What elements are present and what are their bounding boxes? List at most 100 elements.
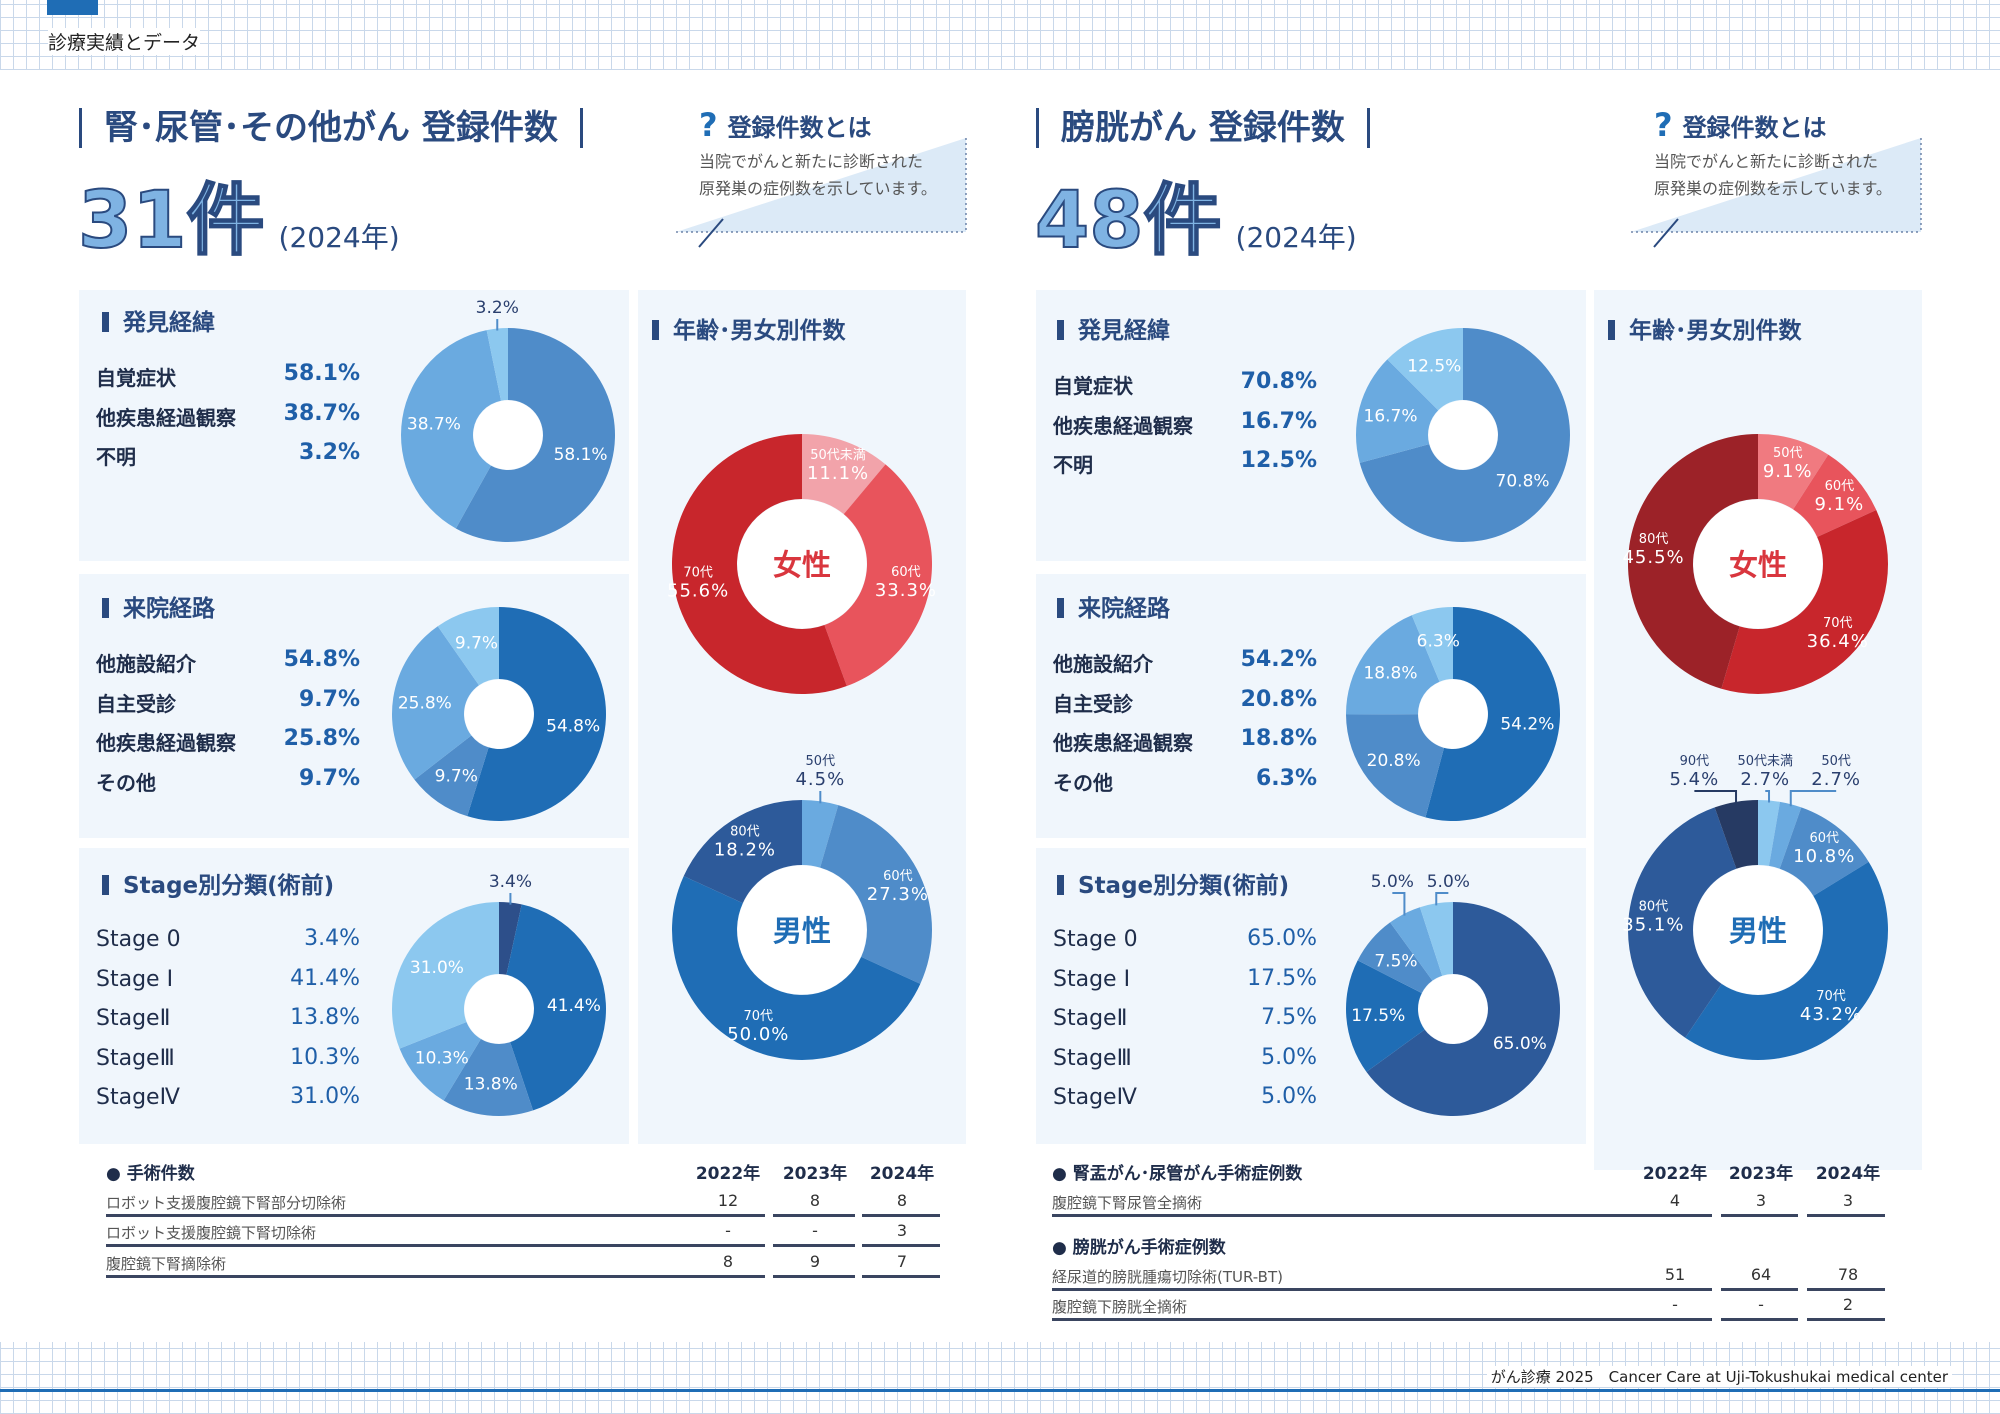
table-cell: 51 — [1664, 1265, 1686, 1284]
registration-count-line: 48件 (2024年) — [1034, 158, 1357, 270]
section-label: 診療実績とデータ — [48, 28, 201, 55]
legend-value: 17.5% — [1247, 965, 1317, 991]
legend-label: StageⅢ — [1053, 1045, 1132, 1071]
row-underline — [1052, 1318, 1712, 1321]
slice-category-label: 80代 — [1639, 900, 1669, 915]
legend-value: 9.7% — [298, 765, 360, 791]
panel-title-route: 来院経路 — [102, 589, 215, 623]
legend-label: 自覚症状 — [96, 366, 176, 390]
legend-label: StageⅣ — [96, 1085, 180, 1110]
donut-slice — [392, 626, 479, 780]
donut-slice — [1359, 328, 1570, 542]
donut-slice — [824, 464, 932, 687]
donut-slice — [437, 607, 499, 686]
year-column-header: 2023年 — [1728, 1164, 1794, 1184]
legend-label: 他疾患経過観察 — [96, 731, 236, 755]
legend-label: StageⅡ — [96, 1006, 171, 1031]
donut-slice — [1366, 902, 1560, 1116]
panel-title-age: 年齢･男女別件数 — [652, 311, 846, 345]
slice-value-label: 54.8% — [546, 716, 600, 736]
table-heading: ● 手術件数 — [106, 1164, 195, 1184]
leader-line — [1694, 790, 1738, 804]
footer-rule — [0, 1389, 2000, 1392]
donut-chart-2: 41.4% 13.8% 10.3% 31.0% 3.4% — [391, 872, 607, 1116]
slice-value-label: 18.8% — [1363, 664, 1417, 684]
slice-value-label: 9.1% — [1815, 494, 1865, 515]
info-text: 当院でがんと新たに診断された 原発巣の症例数を示しています。 — [699, 148, 937, 202]
table-cell: - — [1758, 1295, 1764, 1314]
slice-category-label: 50代 — [1821, 754, 1851, 769]
table-cell: 9 — [809, 1252, 821, 1271]
info-text: 当院でがんと新たに診断された 原発巣の症例数を示しています。 — [1654, 148, 1892, 202]
table-cell: 2 — [1842, 1295, 1854, 1314]
donut-center-label: 男性 — [773, 914, 831, 948]
slice-value-label: 35.1% — [1622, 915, 1684, 936]
table-cell: 8 — [809, 1191, 821, 1210]
legend-value: 58.1% — [283, 361, 360, 386]
donut-slice — [400, 330, 502, 529]
slice-value-label: 2.7% — [1740, 769, 1790, 790]
donut-slice — [1721, 509, 1889, 694]
donut-hole — [1418, 679, 1488, 749]
donut-slice — [1346, 714, 1444, 818]
table-cell: 78 — [1837, 1265, 1859, 1284]
year-column-header: 2024年 — [869, 1164, 935, 1184]
table-cell: 3 — [1755, 1191, 1767, 1210]
donut-slice — [1411, 607, 1453, 682]
donut-slice — [1419, 902, 1453, 976]
slice-value-label: 5.0% — [1427, 872, 1470, 892]
donut-hole — [1693, 499, 1823, 629]
slice-value-label: 41.4% — [547, 996, 601, 1016]
legend-value: 12.5% — [1240, 448, 1317, 473]
donut-chart-7: 65.0% 17.5% 7.5% 5.0% 5.0% — [1346, 872, 1560, 1116]
slice-value-label: 12.5% — [1407, 357, 1461, 377]
legend-value: 41.4% — [290, 965, 360, 991]
legend-value: 5.0% — [1261, 1044, 1317, 1070]
slice-category-label: 70代 — [1816, 989, 1846, 1004]
slice-value-label: 3.4% — [489, 872, 532, 892]
slice-value-label: 55.6% — [667, 580, 729, 601]
table-cell: 7 — [896, 1252, 908, 1271]
table-cell: - — [812, 1221, 818, 1240]
registration-year: (2024年) — [278, 221, 400, 254]
table-cell: 12 — [717, 1191, 739, 1210]
table-cell: 3 — [1842, 1191, 1854, 1210]
slice-category-label: 80代 — [730, 824, 760, 839]
row-underline — [1721, 1214, 1798, 1217]
legend-label: 不明 — [1053, 453, 1093, 477]
slice-category-label: 60代 — [1825, 479, 1855, 494]
donut-chart-0: 58.1% 38.7% 3.2% — [400, 298, 615, 542]
info-line: 当院でがんと新たに診断された — [1654, 152, 1879, 171]
donut-chart-6: 54.2% 20.8% 18.8%6.3% — [1346, 607, 1560, 821]
donut-slice — [486, 327, 508, 401]
row-underline — [773, 1244, 855, 1247]
legend-value: 20.8% — [1240, 686, 1317, 712]
year-column-header: 2022年 — [695, 1164, 761, 1184]
slice-category-label: 60代 — [891, 565, 921, 580]
slice-value-label: 7.5% — [1374, 951, 1417, 971]
table-heading: ● 腎盂がん･尿管がん手術症例数 — [1052, 1164, 1303, 1184]
donut-slice — [1357, 922, 1433, 994]
donut-slice — [467, 607, 606, 821]
table-row-label: 経尿道的膀胱腫瘍切除術(TUR-BT) — [1052, 1268, 1283, 1286]
footer-text: がん診療 2025 Cancer Care at Uji-Tokushukai … — [1486, 1366, 1952, 1387]
slice-value-label: 16.7% — [1364, 407, 1418, 427]
row-underline — [1807, 1318, 1885, 1321]
legend-value: 54.2% — [1240, 647, 1317, 672]
info-line: 原発巣の症例数を示しています。 — [1654, 179, 1892, 198]
slice-category-label: 70代 — [683, 565, 713, 580]
question-icon: ? — [699, 106, 718, 144]
registration-count: 31件 — [77, 175, 266, 267]
row-underline — [862, 1214, 940, 1217]
legend-value: 9.7% — [298, 686, 360, 712]
info-box-decoration — [1631, 138, 1922, 248]
donut-slice — [1714, 800, 1758, 869]
slice-value-label: 3.2% — [476, 298, 519, 318]
donut-slice — [820, 805, 933, 984]
legend-value: 70.8% — [1240, 369, 1317, 394]
row-underline — [1807, 1288, 1885, 1291]
table-cell: 3 — [896, 1221, 908, 1240]
